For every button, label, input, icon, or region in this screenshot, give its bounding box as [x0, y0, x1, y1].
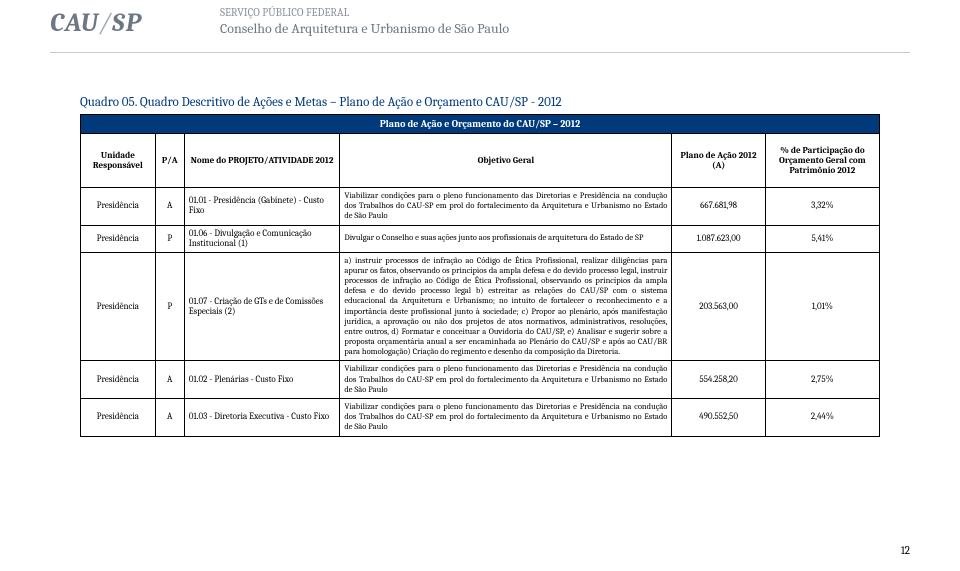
table-row: PresidênciaA01.02 - Plenárias - Custo Fi… — [81, 361, 880, 399]
logo-line1: SERVIÇO PÚBLICO FEDERAL — [220, 6, 349, 19]
cell-plan: 203.563,00 — [672, 252, 765, 361]
cell-obj: Viabilizar condições para o pleno funcio… — [340, 399, 672, 437]
cell-unit: Presidência — [81, 188, 156, 226]
cell-obj: a) instruir processos de infração ao Cód… — [340, 252, 672, 361]
table-row: PresidênciaP01.06 - Divulgação e Comunic… — [81, 225, 880, 252]
cell-unit: Presidência — [81, 361, 156, 399]
cell-plan: 1.087.623,00 — [672, 225, 765, 252]
th-obj: Objetivo Geral — [340, 134, 672, 188]
th-pc: % de Participação do Orçamento Geral com… — [765, 134, 879, 188]
cell-name: 01.01 - Presidência (Gabinete) - Custo F… — [184, 188, 340, 226]
cell-name: 01.03 - Diretoria Executiva - Custo Fixo — [184, 399, 340, 437]
cell-obj: Viabilizar condições para o pleno funcio… — [340, 188, 672, 226]
logo-mark: CAU/SP — [50, 8, 142, 38]
cell-pc: 3,32% — [765, 188, 879, 226]
th-plan: Plano de Ação 2012 (A) — [672, 134, 765, 188]
table-bar: Plano de Ação e Orçamento do CAU/SP – 20… — [81, 115, 880, 134]
cell-unit: Presidência — [81, 225, 156, 252]
header-row: Unidade Responsável P/A Nome do PROJETO/… — [81, 134, 880, 188]
cell-pc: 5,41% — [765, 225, 879, 252]
cell-pa: A — [155, 399, 184, 437]
table-title: Quadro 05. Quadro Descritivo de Ações e … — [80, 95, 880, 110]
logo-text-sp: SP — [112, 8, 142, 38]
th-name: Nome do PROJETO/ATIVIDADE 2012 — [184, 134, 340, 188]
header-logo: CAU/SP SERVIÇO PÚBLICO FEDERAL Conselho … — [50, 0, 910, 53]
cell-pc: 2,44% — [765, 399, 879, 437]
cell-obj: Viabilizar condições para o pleno funcio… — [340, 361, 672, 399]
page-number: 12 — [901, 544, 910, 557]
cell-unit: Presidência — [81, 252, 156, 361]
plan-table: Plano de Ação e Orçamento do CAU/SP – 20… — [80, 114, 880, 437]
cell-pc: 2,75% — [765, 361, 879, 399]
cell-obj: Divulgar o Conselho e suas ações junto a… — [340, 225, 672, 252]
table-row: PresidênciaA01.01 - Presidência (Gabinet… — [81, 188, 880, 226]
table-row: PresidênciaA01.03 - Diretoria Executiva … — [81, 399, 880, 437]
logo-text-cau: CAU — [50, 8, 99, 38]
cell-plan: 554.258,20 — [672, 361, 765, 399]
cell-pa: P — [155, 252, 184, 361]
th-unit: Unidade Responsável — [81, 134, 156, 188]
cell-pa: A — [155, 361, 184, 399]
cell-plan: 490.552,50 — [672, 399, 765, 437]
cell-name: 01.02 - Plenárias - Custo Fixo — [184, 361, 340, 399]
cell-plan: 667.681,98 — [672, 188, 765, 226]
cell-pa: A — [155, 188, 184, 226]
cell-name: 01.07 - Criação de GTs e de Comissões Es… — [184, 252, 340, 361]
cell-pa: P — [155, 225, 184, 252]
logo-line2: Conselho de Arquitetura e Urbanismo de S… — [220, 20, 509, 37]
cell-pc: 1,01% — [765, 252, 879, 361]
cell-name: 01.06 - Divulgação e Comunicação Institu… — [184, 225, 340, 252]
main-content: Quadro 05. Quadro Descritivo de Ações e … — [80, 95, 880, 437]
th-pa: P/A — [155, 134, 184, 188]
logo-slash: / — [99, 8, 112, 38]
table-row: PresidênciaP01.07 - Criação de GTs e de … — [81, 252, 880, 361]
cell-unit: Presidência — [81, 399, 156, 437]
